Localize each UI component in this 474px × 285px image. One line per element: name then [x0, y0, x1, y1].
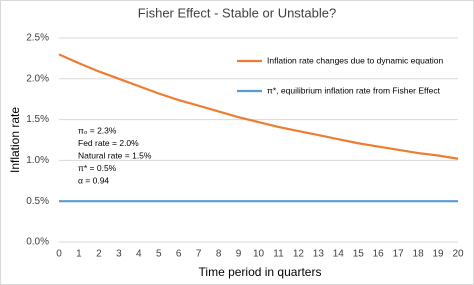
x-tick-label: 17: [393, 249, 405, 260]
x-tick-label: 13: [313, 249, 325, 260]
annotation: Natural rate = 1.5%: [78, 150, 152, 160]
x-tick-label: 14: [333, 249, 345, 260]
x-tick-label: 19: [432, 249, 444, 260]
y-tick-label: 2.5%: [26, 33, 49, 44]
x-tick-label: 0: [56, 249, 62, 260]
legend-label: π*, equilibrium inflation rate from Fish…: [267, 85, 441, 95]
x-tick-label: 16: [373, 249, 385, 260]
y-tick-label: 1.0%: [26, 155, 49, 166]
annotation: Fed rate = 2.0%: [78, 138, 139, 148]
x-tick-label: 15: [353, 249, 365, 260]
x-tick-label: 12: [293, 249, 305, 260]
annotation: α = 0.94: [78, 175, 109, 185]
y-axis-title: Inflation rate: [8, 107, 22, 173]
y-tick-label: 0.0%: [26, 237, 49, 248]
series-line: [58, 53, 459, 160]
x-tick-label: 4: [136, 249, 142, 260]
x-axis-title: Time period in quarters: [199, 265, 322, 279]
y-tick-label: 0.5%: [26, 196, 49, 207]
legend-label: Inflation rate changes due to dynamic eq…: [267, 55, 444, 65]
annotation: π₀ = 2.3%: [78, 125, 117, 135]
x-tick-label: 6: [176, 249, 182, 260]
y-tick-label: 1.5%: [26, 114, 49, 125]
chart-title: Fisher Effect - Stable or Unstable?: [138, 5, 336, 20]
x-tick-label: 20: [452, 249, 464, 260]
x-tick-label: 2: [96, 249, 102, 260]
x-tick-label: 7: [196, 249, 202, 260]
x-tick-label: 3: [116, 249, 122, 260]
x-tick-label: 5: [156, 249, 162, 260]
x-tick-label: 18: [413, 249, 425, 260]
x-tick-label: 11: [273, 249, 284, 260]
annotation: π* = 0.5%: [78, 163, 117, 173]
x-tick-label: 10: [253, 249, 265, 260]
y-tick-label: 2.0%: [26, 73, 49, 84]
x-tick-label: 1: [76, 249, 82, 260]
x-tick-label: 8: [216, 249, 222, 260]
x-tick-label: 9: [236, 249, 242, 260]
